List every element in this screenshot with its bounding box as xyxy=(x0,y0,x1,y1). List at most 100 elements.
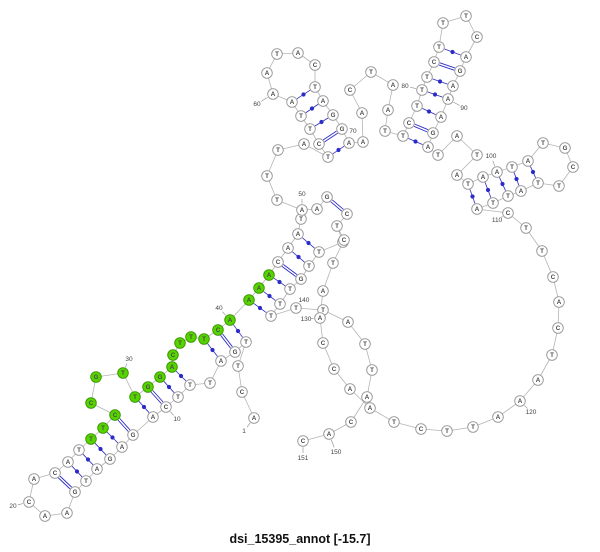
nucleotide[interactable]: A xyxy=(116,441,128,453)
nucleotide-circle[interactable] xyxy=(415,423,427,435)
nucleotide[interactable]: T xyxy=(129,391,141,403)
nucleotide[interactable]: C xyxy=(428,56,440,68)
nucleotide[interactable]: T xyxy=(487,197,499,209)
nucleotide-circle[interactable] xyxy=(184,379,196,391)
nucleotide-circle[interactable] xyxy=(336,123,348,135)
nucleotide[interactable]: A xyxy=(311,203,323,215)
nucleotide-circle[interactable] xyxy=(317,95,329,107)
nucleotide[interactable]: T xyxy=(388,416,400,428)
nucleotide-circle[interactable] xyxy=(104,453,116,465)
nucleotide-circle[interactable] xyxy=(154,371,166,383)
nucleotide-circle[interactable] xyxy=(127,429,139,441)
nucleotide[interactable]: T xyxy=(546,349,558,361)
nucleotide[interactable]: C xyxy=(328,363,340,375)
nucleotide-circle[interactable] xyxy=(304,123,316,135)
nucleotide[interactable]: T xyxy=(73,444,85,456)
nucleotide[interactable]: G xyxy=(427,127,439,139)
nucleotide[interactable]: T xyxy=(432,149,444,161)
nucleotide-circle[interactable] xyxy=(547,271,559,283)
nucleotide-circle[interactable] xyxy=(491,166,503,178)
nucleotide-circle[interactable] xyxy=(39,510,51,522)
nucleotide-circle[interactable] xyxy=(62,456,74,468)
nucleotide[interactable]: C xyxy=(109,409,121,421)
nucleotide-circle[interactable] xyxy=(460,51,472,63)
nucleotide[interactable]: A xyxy=(292,47,304,59)
nucleotide[interactable]: T xyxy=(437,17,449,29)
nucleotide[interactable]: T xyxy=(553,180,565,192)
nucleotide[interactable]: A xyxy=(532,374,544,386)
nucleotide[interactable]: A xyxy=(553,296,565,308)
nucleotide-circle[interactable] xyxy=(323,428,335,440)
nucleotide-circle[interactable] xyxy=(295,110,307,122)
nucleotide[interactable]: A xyxy=(522,155,534,167)
nucleotide-circle[interactable] xyxy=(388,416,400,428)
nucleotide[interactable]: A xyxy=(514,395,526,407)
nucleotide[interactable]: C xyxy=(309,59,321,71)
nucleotide-circle[interactable] xyxy=(166,361,178,373)
nucleotide[interactable]: T xyxy=(272,144,284,156)
nucleotide[interactable]: C xyxy=(471,31,483,43)
nucleotide-circle[interactable] xyxy=(97,422,109,434)
nucleotide[interactable]: C xyxy=(341,208,353,220)
nucleotide[interactable]: T xyxy=(379,125,391,137)
nucleotide[interactable]: T xyxy=(433,41,445,53)
nucleotide[interactable]: A xyxy=(451,130,463,142)
nucleotide[interactable]: C xyxy=(297,435,309,447)
nucleotide[interactable]: T xyxy=(240,336,252,348)
nucleotide-circle[interactable] xyxy=(290,302,302,314)
nucleotide-circle[interactable] xyxy=(215,355,227,367)
nucleotide-circle[interactable] xyxy=(397,130,409,142)
nucleotide-circle[interactable] xyxy=(204,377,216,389)
nucleotide-circle[interactable] xyxy=(567,161,579,173)
nucleotide-circle[interactable] xyxy=(23,496,35,508)
nucleotide[interactable]: T xyxy=(532,177,544,189)
nucleotide[interactable]: A xyxy=(267,88,279,100)
nucleotide-circle[interactable] xyxy=(117,367,129,379)
nucleotide-circle[interactable] xyxy=(441,425,453,437)
nucleotide[interactable]: A xyxy=(491,166,503,178)
nucleotide-circle[interactable] xyxy=(427,127,439,139)
nucleotide-circle[interactable] xyxy=(317,285,329,297)
nucleotide[interactable]: T xyxy=(204,377,216,389)
nucleotide-circle[interactable] xyxy=(471,203,483,215)
nucleotide-circle[interactable] xyxy=(422,141,434,153)
nucleotide[interactable]: T xyxy=(185,331,197,343)
nucleotide-circle[interactable] xyxy=(271,48,283,60)
nucleotide[interactable]: T xyxy=(327,257,339,269)
nucleotide[interactable]: T xyxy=(265,310,277,322)
nucleotide[interactable]: A xyxy=(243,294,255,306)
nucleotide-circle[interactable] xyxy=(520,222,532,234)
nucleotide[interactable]: C xyxy=(502,207,514,219)
nucleotide[interactable]: A xyxy=(515,185,527,197)
nucleotide[interactable]: A xyxy=(61,507,73,519)
nucleotide-circle[interactable] xyxy=(515,185,527,197)
nucleotide[interactable]: T xyxy=(520,222,532,234)
nucleotide-circle[interactable] xyxy=(248,412,260,424)
nucleotide-circle[interactable] xyxy=(253,282,265,294)
nucleotide[interactable]: A xyxy=(39,510,51,522)
nucleotide-circle[interactable] xyxy=(174,337,186,349)
nucleotide[interactable]: A xyxy=(215,355,227,367)
nucleotide[interactable]: C xyxy=(167,349,179,361)
nucleotide-circle[interactable] xyxy=(522,155,534,167)
nucleotide-circle[interactable] xyxy=(416,84,428,96)
nucleotide[interactable]: C xyxy=(236,386,248,398)
nucleotide[interactable]: T xyxy=(536,245,548,257)
nucleotide[interactable]: A xyxy=(314,312,326,324)
nucleotide[interactable]: T xyxy=(284,283,296,295)
nucleotide-circle[interactable] xyxy=(411,100,423,112)
nucleotide-circle[interactable] xyxy=(303,260,315,272)
nucleotide[interactable]: A xyxy=(344,383,356,395)
nucleotide[interactable]: T xyxy=(462,178,474,190)
nucleotide[interactable]: T xyxy=(274,298,286,310)
nucleotide-circle[interactable] xyxy=(365,66,377,78)
nucleotide-circle[interactable] xyxy=(432,149,444,161)
nucleotide[interactable]: T xyxy=(411,100,423,112)
nucleotide-circle[interactable] xyxy=(327,257,339,269)
nucleotide-circle[interactable] xyxy=(267,88,279,100)
nucleotide[interactable]: C xyxy=(160,401,172,413)
nucleotide[interactable]: T xyxy=(174,337,186,349)
nucleotide-circle[interactable] xyxy=(274,298,286,310)
nucleotide[interactable]: C xyxy=(547,271,559,283)
nucleotide-circle[interactable] xyxy=(361,391,373,403)
